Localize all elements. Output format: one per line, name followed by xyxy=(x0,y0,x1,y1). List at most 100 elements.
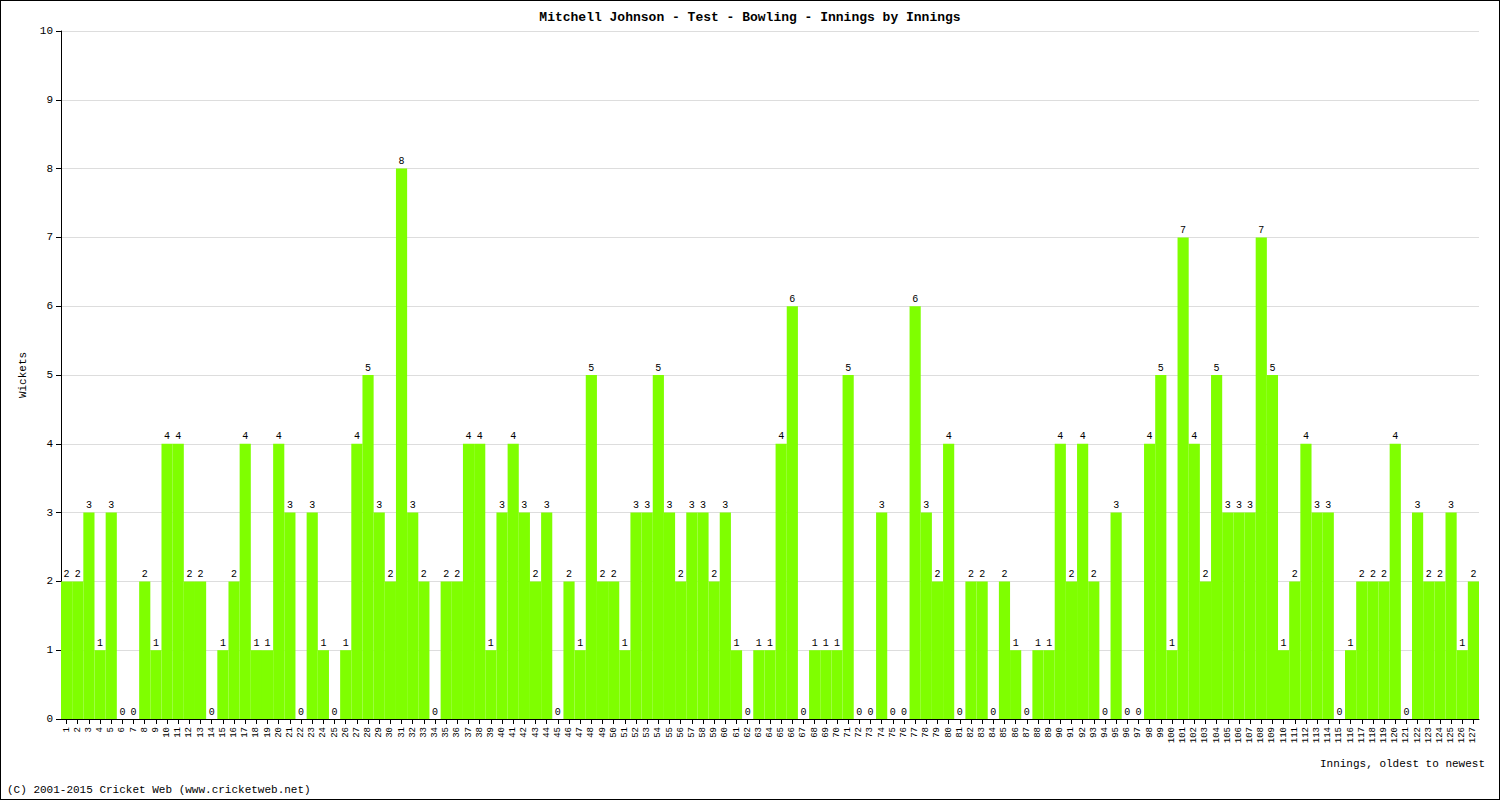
svg-text:0: 0 xyxy=(957,707,963,718)
svg-text:61: 61 xyxy=(732,727,742,738)
svg-text:109: 109 xyxy=(1267,727,1277,743)
svg-text:1: 1 xyxy=(1013,638,1019,649)
svg-text:90: 90 xyxy=(1055,727,1065,738)
svg-text:1: 1 xyxy=(1046,638,1052,649)
svg-text:2: 2 xyxy=(443,569,449,580)
svg-text:1: 1 xyxy=(46,644,53,656)
svg-text:43: 43 xyxy=(531,727,541,738)
svg-text:71: 71 xyxy=(843,727,853,738)
svg-text:3: 3 xyxy=(309,500,315,511)
svg-text:85: 85 xyxy=(999,727,1009,738)
svg-text:95: 95 xyxy=(1111,727,1121,738)
svg-text:19: 19 xyxy=(263,727,273,738)
svg-text:5: 5 xyxy=(588,363,594,374)
svg-text:26: 26 xyxy=(341,727,351,738)
svg-text:4: 4 xyxy=(510,431,516,442)
svg-text:106: 106 xyxy=(1234,727,1244,743)
svg-text:17: 17 xyxy=(240,727,250,738)
svg-text:2: 2 xyxy=(64,569,70,580)
svg-text:5: 5 xyxy=(365,363,371,374)
svg-text:4: 4 xyxy=(164,431,170,442)
svg-text:2: 2 xyxy=(611,569,617,580)
svg-text:64: 64 xyxy=(765,727,775,738)
svg-text:0: 0 xyxy=(901,707,907,718)
svg-text:2: 2 xyxy=(1470,569,1476,580)
svg-text:6: 6 xyxy=(46,300,53,312)
svg-text:7: 7 xyxy=(46,231,53,243)
svg-text:4: 4 xyxy=(354,431,360,442)
svg-text:0: 0 xyxy=(1124,707,1130,718)
svg-text:34: 34 xyxy=(430,727,440,738)
svg-text:44: 44 xyxy=(542,727,552,738)
svg-text:2: 2 xyxy=(1001,569,1007,580)
svg-text:4: 4 xyxy=(46,438,53,450)
svg-text:5: 5 xyxy=(106,727,116,732)
svg-text:82: 82 xyxy=(966,727,976,738)
svg-text:86: 86 xyxy=(1011,727,1021,738)
svg-text:103: 103 xyxy=(1200,727,1210,743)
svg-text:1: 1 xyxy=(220,638,226,649)
svg-text:25: 25 xyxy=(330,727,340,738)
svg-text:4: 4 xyxy=(1191,431,1197,442)
svg-text:Innings, oldest to newest: Innings, oldest to newest xyxy=(1320,758,1485,770)
svg-text:18: 18 xyxy=(251,727,261,738)
svg-text:3: 3 xyxy=(410,500,416,511)
svg-text:91: 91 xyxy=(1066,727,1076,738)
svg-text:36: 36 xyxy=(452,727,462,738)
svg-text:3: 3 xyxy=(923,500,929,511)
svg-text:(C) 2001-2015 Cricket Web (www: (C) 2001-2015 Cricket Web (www.cricketwe… xyxy=(7,784,311,796)
svg-text:1: 1 xyxy=(834,638,840,649)
svg-text:122: 122 xyxy=(1413,727,1423,743)
svg-text:3: 3 xyxy=(1225,500,1231,511)
svg-text:15: 15 xyxy=(218,727,228,738)
svg-text:3: 3 xyxy=(633,500,639,511)
svg-text:0: 0 xyxy=(1403,707,1409,718)
svg-text:3: 3 xyxy=(287,500,293,511)
svg-text:2: 2 xyxy=(46,575,53,587)
svg-text:40: 40 xyxy=(497,727,507,738)
svg-text:2: 2 xyxy=(142,569,148,580)
svg-text:87: 87 xyxy=(1022,727,1032,738)
svg-text:81: 81 xyxy=(955,727,965,738)
svg-text:59: 59 xyxy=(709,727,719,738)
svg-text:3: 3 xyxy=(722,500,728,511)
svg-text:3: 3 xyxy=(108,500,114,511)
svg-text:102: 102 xyxy=(1189,727,1199,743)
svg-text:0: 0 xyxy=(890,707,896,718)
svg-text:55: 55 xyxy=(665,727,675,738)
svg-text:0: 0 xyxy=(332,707,338,718)
svg-text:69: 69 xyxy=(821,727,831,738)
svg-text:0: 0 xyxy=(46,713,53,725)
svg-text:2: 2 xyxy=(231,569,237,580)
svg-text:60: 60 xyxy=(720,727,730,738)
svg-text:3: 3 xyxy=(46,507,53,519)
svg-text:72: 72 xyxy=(854,727,864,738)
svg-text:4: 4 xyxy=(1080,431,1086,442)
svg-text:98: 98 xyxy=(1145,727,1155,738)
svg-text:68: 68 xyxy=(810,727,820,738)
svg-text:2: 2 xyxy=(186,569,192,580)
svg-text:2: 2 xyxy=(198,569,204,580)
svg-text:33: 33 xyxy=(419,727,429,738)
svg-text:4: 4 xyxy=(1147,431,1153,442)
svg-text:53: 53 xyxy=(642,727,652,738)
svg-text:13: 13 xyxy=(196,727,206,738)
svg-text:1: 1 xyxy=(577,638,583,649)
svg-text:38: 38 xyxy=(475,727,485,738)
svg-text:45: 45 xyxy=(553,727,563,738)
svg-text:10: 10 xyxy=(40,25,53,37)
svg-text:0: 0 xyxy=(856,707,862,718)
svg-text:112: 112 xyxy=(1301,727,1311,743)
svg-text:92: 92 xyxy=(1078,727,1088,738)
svg-text:48: 48 xyxy=(586,727,596,738)
svg-text:4: 4 xyxy=(477,431,483,442)
svg-text:30: 30 xyxy=(385,727,395,738)
svg-text:42: 42 xyxy=(519,727,529,738)
svg-text:119: 119 xyxy=(1379,727,1389,743)
svg-text:76: 76 xyxy=(899,727,909,738)
svg-text:50: 50 xyxy=(609,727,619,738)
svg-text:16: 16 xyxy=(229,727,239,738)
svg-text:1: 1 xyxy=(1281,638,1287,649)
svg-text:4: 4 xyxy=(1392,431,1398,442)
svg-text:3: 3 xyxy=(499,500,505,511)
